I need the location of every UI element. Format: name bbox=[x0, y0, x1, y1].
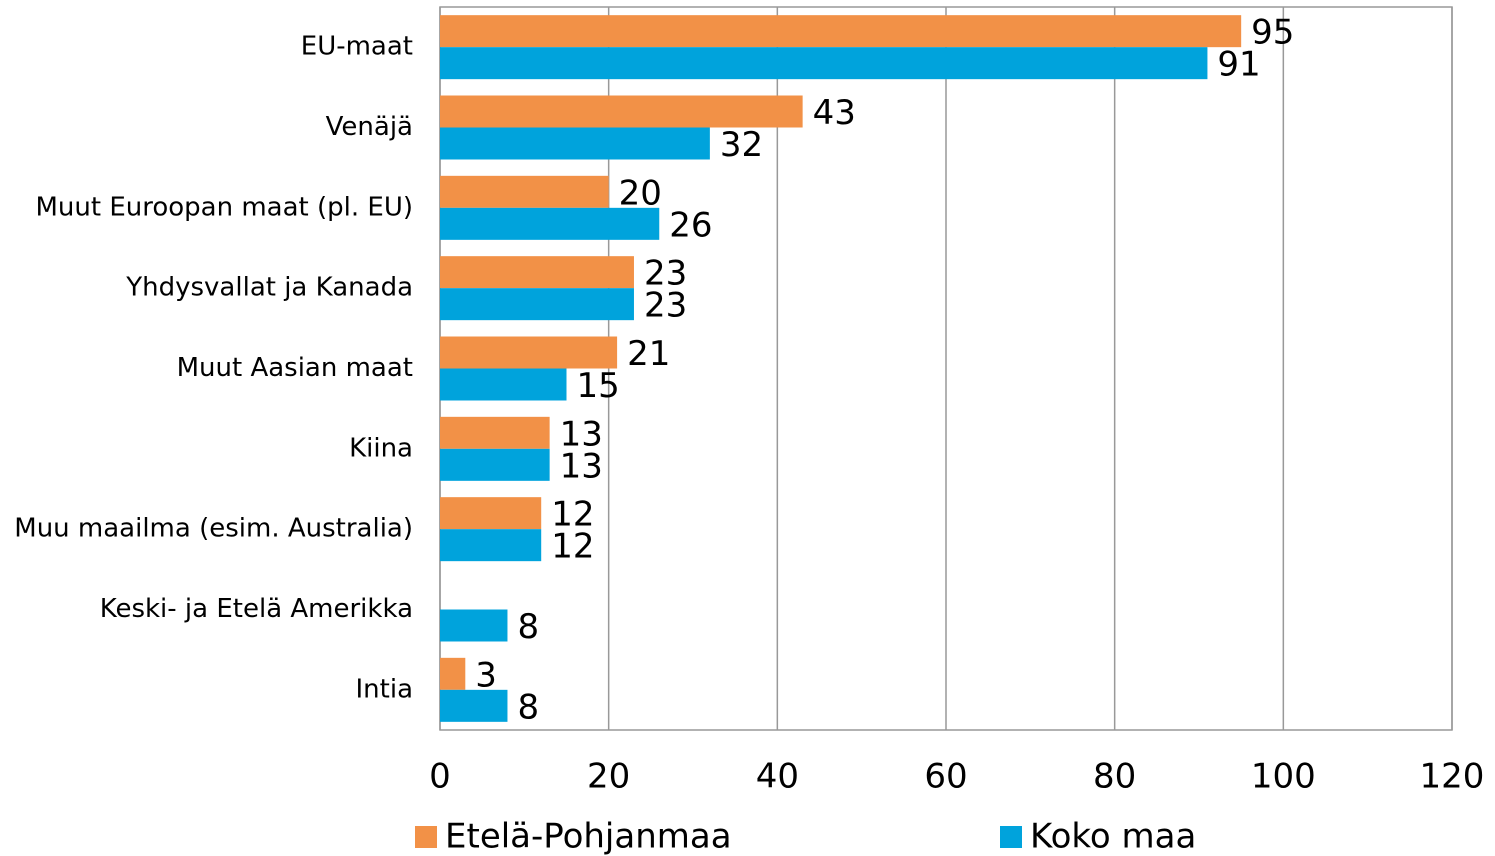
data-label: 95 bbox=[1251, 13, 1294, 53]
bar bbox=[440, 47, 1208, 80]
bar bbox=[440, 448, 550, 481]
legend-label: Etelä-Pohjanmaa bbox=[445, 817, 732, 856]
y-tick-label: Kiina bbox=[349, 433, 413, 463]
bar bbox=[440, 416, 550, 449]
bar bbox=[440, 368, 567, 401]
bar bbox=[440, 657, 466, 690]
x-tick-label: 120 bbox=[1420, 757, 1485, 797]
legend-swatch bbox=[415, 826, 437, 848]
data-label: 3 bbox=[475, 655, 497, 695]
data-label: 91 bbox=[1217, 45, 1260, 85]
bar bbox=[440, 207, 660, 240]
bar bbox=[440, 689, 508, 722]
bar bbox=[440, 336, 618, 369]
x-tick-label: 40 bbox=[756, 757, 799, 797]
data-label: 15 bbox=[577, 366, 620, 406]
data-label: 26 bbox=[669, 205, 712, 245]
y-tick-label: Yhdysvallat ja Kanada bbox=[125, 273, 413, 303]
bar bbox=[440, 127, 710, 160]
data-label: 8 bbox=[517, 687, 539, 727]
x-tick-label: 20 bbox=[587, 757, 630, 797]
x-tick-label: 100 bbox=[1251, 757, 1316, 797]
bar bbox=[440, 95, 803, 128]
x-tick-label: 0 bbox=[429, 757, 451, 797]
data-label: 23 bbox=[644, 254, 687, 294]
y-tick-label: Muu maailma (esim. Australia) bbox=[14, 514, 413, 544]
data-label: 12 bbox=[551, 495, 594, 535]
legend-swatch bbox=[1000, 826, 1022, 848]
bar bbox=[440, 15, 1242, 48]
bar bbox=[440, 288, 634, 321]
legend-label: Koko maa bbox=[1030, 817, 1196, 856]
data-label: 13 bbox=[560, 414, 603, 454]
data-label: 13 bbox=[560, 446, 603, 486]
y-tick-label: Muut Aasian maat bbox=[177, 353, 413, 383]
data-label: 20 bbox=[619, 173, 662, 213]
data-label: 43 bbox=[813, 93, 856, 133]
bar bbox=[440, 256, 634, 289]
data-label: 32 bbox=[720, 125, 763, 165]
y-tick-label: Keski- ja Etelä Amerikka bbox=[100, 594, 413, 624]
y-tick-label: EU-maat bbox=[301, 32, 413, 62]
data-label: 21 bbox=[627, 334, 670, 374]
x-tick-label: 60 bbox=[924, 757, 967, 797]
bar bbox=[440, 497, 542, 530]
x-tick-label: 80 bbox=[1093, 757, 1136, 797]
bar bbox=[440, 175, 609, 208]
y-tick-label: Muut Euroopan maat (pl. EU) bbox=[35, 192, 413, 222]
bar bbox=[440, 609, 508, 642]
data-label: 23 bbox=[644, 286, 687, 326]
y-tick-label: Venäjä bbox=[326, 112, 413, 142]
data-label: 12 bbox=[551, 527, 594, 567]
data-label: 8 bbox=[517, 607, 539, 647]
y-tick-label: Intia bbox=[356, 674, 414, 704]
bar bbox=[440, 529, 542, 562]
